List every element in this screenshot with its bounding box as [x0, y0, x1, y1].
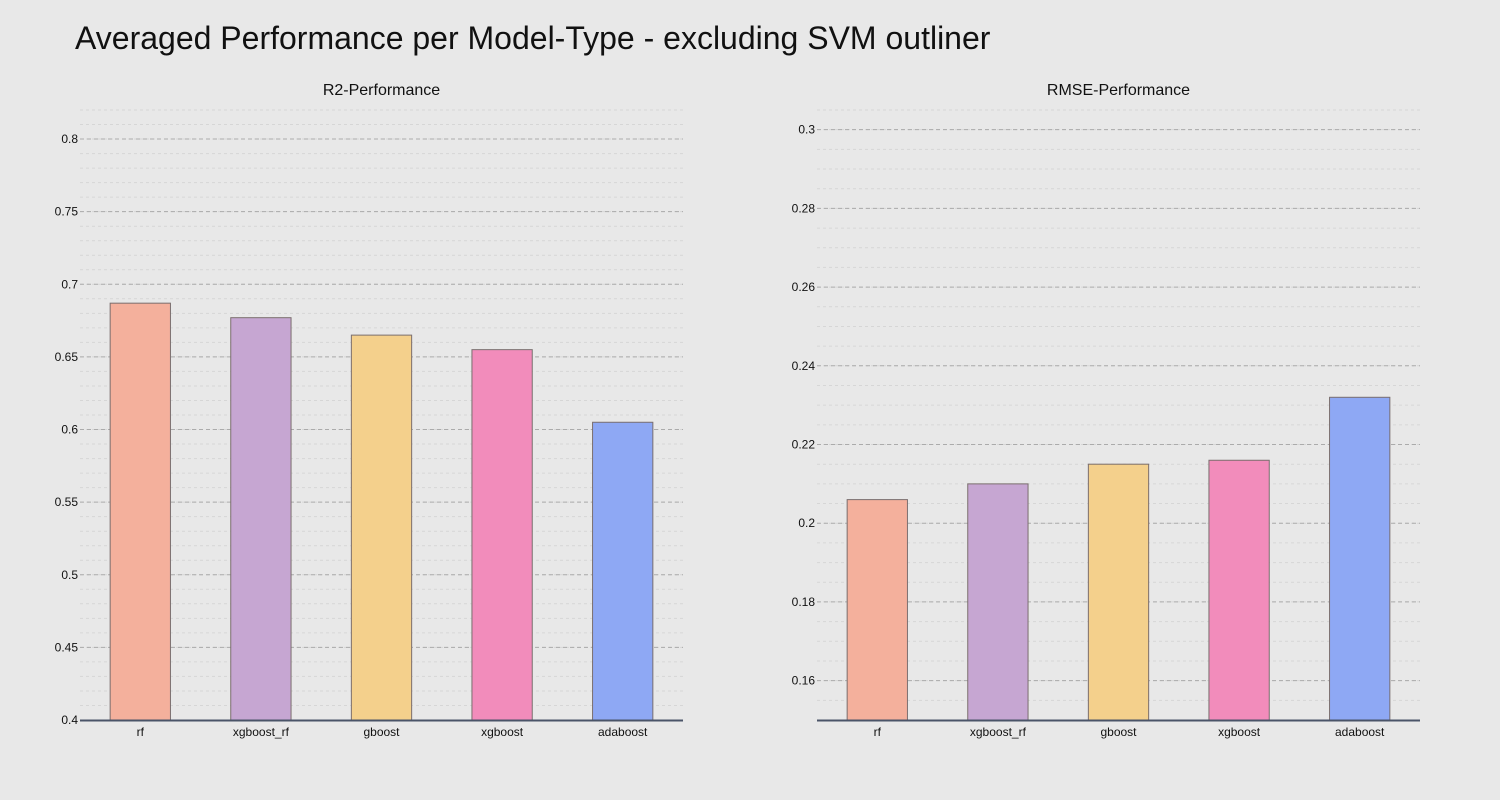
- x-tick-label: gboost: [363, 725, 400, 739]
- x-tick-label: xgboost: [1218, 725, 1261, 739]
- bar-xgboost_rf: [230, 317, 292, 721]
- bar-adaboost: [1329, 396, 1391, 721]
- y-tick-label: 0.65: [55, 350, 79, 364]
- x-tick-label: xgboost: [481, 725, 524, 739]
- bar-xgboost: [471, 349, 533, 721]
- y-tick-label: 0.4: [61, 713, 78, 727]
- x-tick-label: rf: [137, 725, 145, 739]
- y-tick-label: 0.24: [792, 359, 816, 373]
- chart-title: R2-Performance: [323, 82, 440, 99]
- y-tick-label: 0.55: [55, 495, 79, 509]
- bar-gboost: [1087, 463, 1150, 721]
- y-tick-label: 0.8: [61, 132, 78, 146]
- figure-title: Averaged Performance per Model-Type - ex…: [75, 20, 991, 56]
- x-tick-label: gboost: [1100, 725, 1137, 739]
- y-tick-label: 0.26: [792, 280, 816, 294]
- bar-rf: [846, 499, 908, 721]
- bar-rf: [109, 302, 171, 721]
- x-tick-label: xgboost_rf: [970, 725, 1027, 739]
- y-tick-label: 0.45: [55, 640, 79, 654]
- y-tick-label: 0.6: [61, 423, 78, 437]
- bar-gboost: [350, 334, 413, 721]
- y-tick-label: 0.2: [798, 516, 815, 530]
- y-tick-label: 0.28: [792, 201, 816, 215]
- y-tick-label: 0.16: [792, 674, 816, 688]
- x-tick-label: adaboost: [1335, 725, 1385, 739]
- y-tick-label: 0.22: [792, 438, 816, 452]
- x-tick-label: adaboost: [598, 725, 648, 739]
- chart-1: RMSE-Performance 0.16 0.18 0.2 0.22 0.24 0.26 0…: [792, 82, 1420, 739]
- y-tick-label: 0.7: [61, 277, 78, 291]
- x-tick-label: rf: [874, 725, 882, 739]
- chart-0: R2-Performance 0.4 0.45 0.5 0.55 0.6 0.65 0.7 0.…: [55, 82, 683, 739]
- y-tick-label: 0.3: [798, 123, 815, 137]
- y-tick-label: 0.75: [55, 205, 79, 219]
- bar-xgboost_rf: [967, 483, 1029, 721]
- chart-title: RMSE-Performance: [1047, 82, 1190, 99]
- bar-adaboost: [592, 421, 654, 721]
- y-tick-label: 0.5: [61, 568, 78, 582]
- bar-xgboost: [1208, 459, 1270, 721]
- y-tick-label: 0.18: [792, 595, 816, 609]
- x-tick-label: xgboost_rf: [233, 725, 290, 739]
